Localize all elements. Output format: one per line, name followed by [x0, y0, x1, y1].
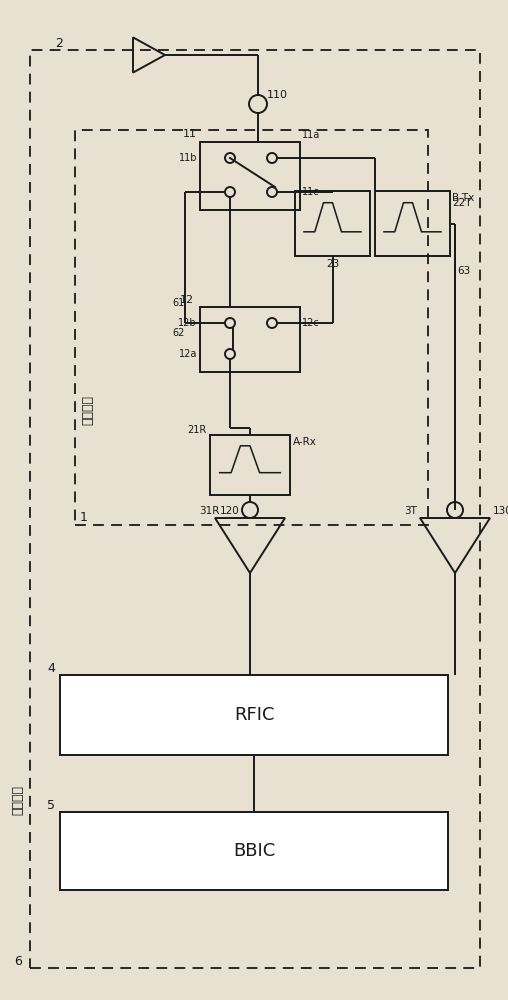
- Text: A-Rx: A-Rx: [293, 437, 317, 447]
- Text: 12c: 12c: [302, 318, 320, 328]
- Text: 12b: 12b: [178, 318, 197, 328]
- Text: BBIC: BBIC: [233, 842, 275, 860]
- Text: 1: 1: [80, 511, 88, 524]
- Text: 62: 62: [172, 328, 184, 338]
- Bar: [375, 191, 450, 256]
- Text: RFIC: RFIC: [234, 706, 274, 724]
- Text: 63: 63: [457, 266, 470, 276]
- Bar: [60, 675, 448, 755]
- Text: 21R: 21R: [188, 425, 207, 435]
- Text: 高频模块: 高频模块: [81, 395, 94, 425]
- Text: 22T: 22T: [452, 198, 471, 208]
- Bar: [200, 142, 300, 210]
- Bar: [210, 435, 290, 495]
- Text: 4: 4: [47, 662, 55, 675]
- Text: 通信装置: 通信装置: [12, 785, 24, 815]
- Text: 6: 6: [14, 955, 22, 968]
- Bar: [75, 130, 428, 525]
- Bar: [60, 812, 448, 890]
- Text: 12a: 12a: [179, 349, 197, 359]
- Text: 130: 130: [493, 506, 508, 516]
- Text: 61: 61: [172, 298, 184, 308]
- Text: 120: 120: [220, 506, 240, 516]
- Text: 3T: 3T: [404, 506, 417, 516]
- Text: 11: 11: [183, 129, 197, 139]
- Text: B-Tx: B-Tx: [452, 193, 474, 203]
- Bar: [30, 50, 480, 968]
- Text: 2: 2: [55, 37, 63, 50]
- Text: 11a: 11a: [302, 130, 320, 140]
- Text: 12: 12: [180, 295, 194, 305]
- Text: 11b: 11b: [178, 153, 197, 163]
- Bar: [295, 191, 370, 256]
- Text: 23: 23: [326, 259, 339, 269]
- Text: 31R: 31R: [200, 506, 220, 516]
- Text: 11c: 11c: [302, 187, 320, 197]
- Text: 110: 110: [267, 90, 288, 100]
- Text: 5: 5: [47, 799, 55, 812]
- Bar: [200, 307, 300, 372]
